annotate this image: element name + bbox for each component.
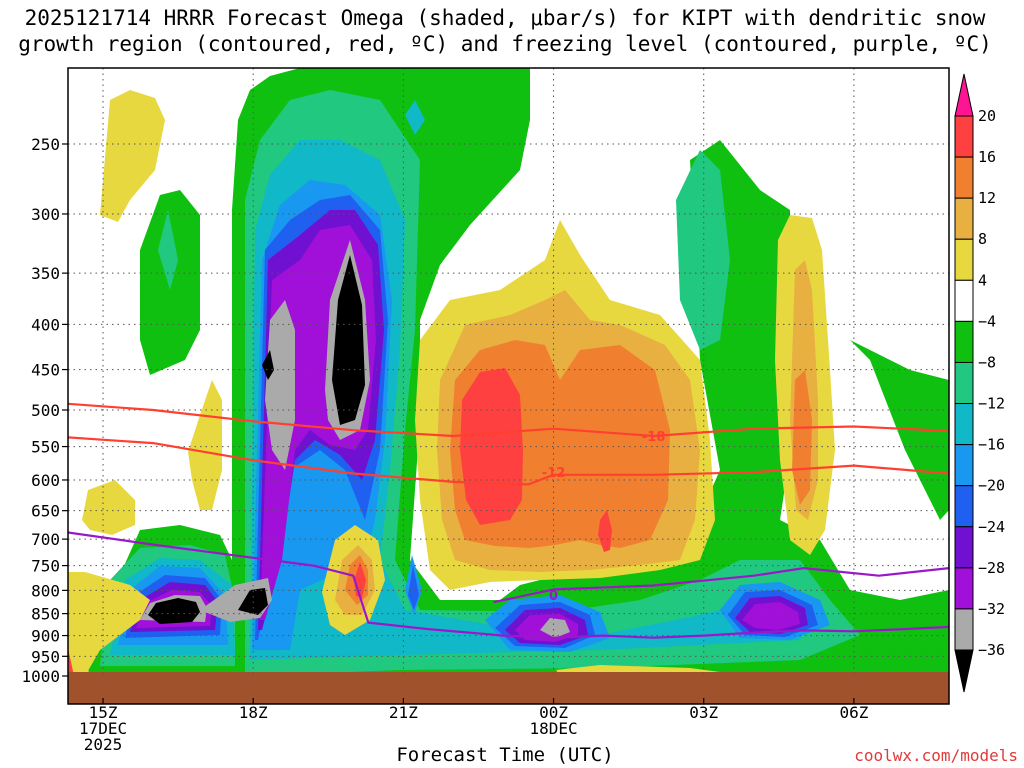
colorbar-swatch: [954, 156, 974, 199]
x-tick-label: 00Z: [539, 703, 568, 722]
gridlines: [68, 68, 949, 676]
omega-region-minus8: [405, 100, 425, 135]
omega-region-plus4: [188, 380, 222, 510]
y-tick-label: 550: [31, 438, 60, 457]
omega-region-minus12: [250, 140, 810, 660]
colorbar-label: −28: [978, 559, 1005, 577]
source-credit-link[interactable]: coolwx.com/models: [854, 746, 1018, 765]
colorbar-swatch: [954, 567, 974, 610]
x-tick-sublabel: 17DEC: [79, 719, 127, 738]
y-tick-label: 800: [31, 581, 60, 600]
y-tick-label: 300: [31, 205, 60, 224]
colorbar-swatch: [954, 320, 974, 363]
colorbar-swatch: [954, 485, 974, 528]
omega-region-minus32: [540, 618, 570, 638]
colorbar-label: 8: [978, 230, 987, 248]
colorbar-swatch: [954, 115, 974, 158]
y-tick-label: 850: [31, 605, 60, 624]
colorbar-label: −8: [978, 353, 996, 371]
x-tick-label: 06Z: [839, 703, 868, 722]
colorbar-swatch: [954, 279, 974, 322]
y-tick-label: 450: [31, 361, 60, 380]
contour-label: -12: [542, 466, 566, 481]
omega-region-plus16: [598, 510, 612, 552]
freezing-level-contour: [68, 531, 949, 639]
omega-region-minus28: [742, 602, 800, 630]
contour-labels: -18 -12 0: [542, 430, 666, 604]
x-tick-sublabel: 18DEC: [529, 719, 577, 738]
omega-region-minus32: [265, 300, 295, 470]
x-tick-label: 03Z: [689, 703, 718, 722]
omega-region-minus8: [158, 210, 178, 290]
y-tick-label: 900: [31, 627, 60, 646]
omega-region-minus36: [148, 598, 200, 624]
colorbar-label: 4: [978, 271, 987, 289]
omega-shaded-field: [68, 68, 949, 676]
y-tick-label: 500: [31, 401, 60, 420]
colorbar-swatch: [954, 361, 974, 405]
y-tick-label: 650: [31, 502, 60, 521]
y-axis: 250 300 350 400 450 500 550 600 650 700 750 800 850 9…: [21, 135, 68, 686]
omega-region-plus4: [68, 600, 90, 676]
colorbar-swatch: [954, 403, 974, 446]
colorbar-swatch: [954, 238, 974, 281]
y-tick-label: 750: [31, 557, 60, 576]
x-tick-label: 18Z: [239, 703, 268, 722]
colorbar-swatch: [954, 526, 974, 569]
y-tick-label: 1000: [21, 667, 60, 686]
y-tick-label: 700: [31, 530, 60, 549]
colorbar-label: −24: [978, 518, 1005, 536]
dgz-contour-minus12: [68, 436, 949, 486]
y-tick-label: 250: [31, 135, 60, 154]
colorbar-swatch: [954, 197, 974, 240]
dgz-contour-minus18: [68, 402, 949, 438]
chart-title-line-1: 2025121714 HRRR Forecast Omega (shaded, …: [24, 6, 986, 30]
omega-region-minus4: [850, 340, 949, 520]
omega-region-plus4: [82, 480, 135, 535]
x-tick-label: 21Z: [389, 703, 418, 722]
x-tick-label: 15Z: [89, 703, 118, 722]
contour-lines: [68, 402, 949, 639]
omega-region-minus20: [408, 565, 419, 610]
colorbar-label: 20: [978, 107, 996, 125]
omega-region-plus16: [68, 648, 74, 676]
colorbar-label: −20: [978, 477, 1005, 495]
colorbar-arrow-bottom: [954, 649, 974, 693]
colorbar-label: −36: [978, 641, 1005, 659]
ground-surface: [68, 672, 949, 704]
y-tick-label: 350: [31, 264, 60, 283]
y-tick-label: 400: [31, 315, 60, 334]
omega-region-plus4: [68, 572, 150, 676]
freezing-level-contour: [493, 567, 949, 604]
colorbar-swatch: [954, 444, 974, 487]
colorbar-label: 12: [978, 189, 996, 207]
colorbar-label: −16: [978, 436, 1005, 454]
x-tick-sublabel: 2025: [84, 735, 123, 754]
contour-label: -18: [642, 430, 666, 445]
omega-region-plus12: [792, 370, 812, 505]
colorbar-label: −32: [978, 600, 1005, 618]
colorbar-label: −12: [978, 395, 1005, 413]
chart-title-line-2: growth region (contoured, red, ºC) and f…: [18, 32, 992, 56]
colorbar-label: −4: [978, 312, 996, 330]
contour-label: 0: [549, 589, 558, 604]
colorbar-swatch: [954, 608, 974, 651]
colorbar-arrow-top: [954, 73, 974, 117]
x-axis-title: Forecast Time (UTC): [396, 744, 614, 766]
y-tick-label: 600: [31, 471, 60, 490]
omega-region-minus36: [332, 255, 365, 425]
omega-region-plus4: [100, 90, 165, 222]
y-tick-label: 950: [31, 647, 60, 666]
omega-region-minus8: [676, 150, 730, 350]
omega-region-minus36: [262, 350, 274, 380]
colorbar-label: 16: [978, 148, 996, 166]
colorbar: 20 16 12 8 4 −4 −8 −12 −16 −20 −24 −28 −32 −36: [954, 73, 1005, 693]
plot-frame: [67, 67, 950, 705]
